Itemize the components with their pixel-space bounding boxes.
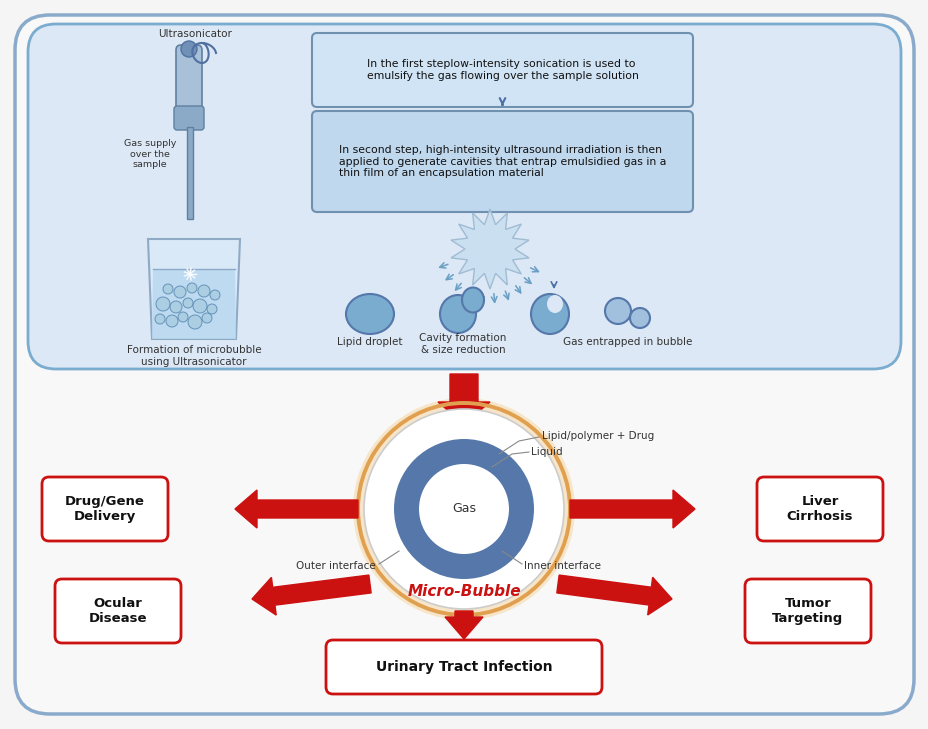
- Text: Shell: Shell: [441, 489, 470, 499]
- Text: Outer interface: Outer interface: [296, 561, 376, 571]
- Circle shape: [201, 313, 212, 323]
- FancyArrow shape: [235, 490, 357, 528]
- Text: Micro-Bubble: Micro-Bubble: [406, 583, 521, 599]
- Text: Gas entrapped in bubble: Gas entrapped in bubble: [562, 337, 692, 347]
- Ellipse shape: [345, 294, 393, 334]
- FancyBboxPatch shape: [312, 111, 692, 212]
- Circle shape: [207, 304, 217, 314]
- Text: Lipid droplet: Lipid droplet: [337, 337, 403, 347]
- Text: Drug/Gene
Delivery: Drug/Gene Delivery: [65, 495, 145, 523]
- Text: In second step, high-intensity ultrasound irradiation is then
applied to generat: In second step, high-intensity ultrasoun…: [339, 145, 665, 178]
- Circle shape: [187, 283, 197, 293]
- Text: Gas supply
over the
sample: Gas supply over the sample: [123, 139, 176, 169]
- Circle shape: [183, 298, 193, 308]
- Text: Liver
Cirrhosis: Liver Cirrhosis: [786, 495, 852, 523]
- Text: Ultrasonicator: Ultrasonicator: [158, 29, 232, 39]
- Text: Inner interface: Inner interface: [523, 561, 600, 571]
- Circle shape: [187, 315, 201, 329]
- Circle shape: [174, 286, 186, 298]
- Ellipse shape: [440, 295, 475, 333]
- Text: Lipid/polymer + Drug: Lipid/polymer + Drug: [541, 431, 653, 441]
- FancyBboxPatch shape: [326, 640, 601, 694]
- Text: Formation of microbubble
using Ultrasonicator: Formation of microbubble using Ultrasoni…: [126, 346, 261, 367]
- FancyBboxPatch shape: [42, 477, 168, 541]
- Text: Gas: Gas: [452, 502, 475, 515]
- Circle shape: [193, 299, 207, 313]
- Circle shape: [393, 439, 534, 579]
- FancyBboxPatch shape: [15, 15, 913, 714]
- FancyBboxPatch shape: [55, 579, 181, 643]
- FancyArrow shape: [570, 490, 694, 528]
- Circle shape: [604, 298, 630, 324]
- Bar: [187, 127, 193, 219]
- FancyBboxPatch shape: [756, 477, 882, 541]
- FancyBboxPatch shape: [28, 24, 900, 369]
- Text: Urinary Tract Infection: Urinary Tract Infection: [375, 660, 552, 674]
- Circle shape: [155, 314, 165, 324]
- Circle shape: [166, 315, 178, 327]
- Text: Liquid: Liquid: [531, 447, 562, 457]
- FancyBboxPatch shape: [174, 106, 204, 130]
- Ellipse shape: [461, 287, 483, 313]
- Circle shape: [181, 41, 197, 57]
- Circle shape: [198, 285, 210, 297]
- Circle shape: [210, 290, 220, 300]
- Ellipse shape: [353, 398, 574, 620]
- Circle shape: [419, 464, 509, 554]
- Ellipse shape: [547, 295, 562, 313]
- Ellipse shape: [531, 294, 568, 334]
- FancyBboxPatch shape: [175, 45, 201, 111]
- Circle shape: [162, 284, 173, 294]
- FancyBboxPatch shape: [312, 33, 692, 107]
- Circle shape: [178, 312, 187, 322]
- Polygon shape: [152, 269, 236, 339]
- Text: Ocular
Disease: Ocular Disease: [89, 597, 148, 625]
- Text: In the first steplow-intensity sonication is used to
emulsify the gas flowing ov: In the first steplow-intensity sonicatio…: [367, 59, 638, 81]
- Text: Cavity formation
& size reduction: Cavity formation & size reduction: [419, 333, 506, 355]
- FancyBboxPatch shape: [744, 579, 870, 643]
- Polygon shape: [450, 209, 528, 289]
- FancyArrow shape: [445, 611, 483, 639]
- Circle shape: [629, 308, 650, 328]
- FancyArrow shape: [251, 575, 370, 615]
- Circle shape: [156, 297, 170, 311]
- Text: Tumor
Targeting: Tumor Targeting: [771, 597, 843, 625]
- Circle shape: [170, 301, 182, 313]
- FancyArrow shape: [556, 575, 671, 615]
- Polygon shape: [148, 239, 239, 339]
- FancyArrow shape: [437, 374, 489, 424]
- Circle shape: [364, 409, 563, 609]
